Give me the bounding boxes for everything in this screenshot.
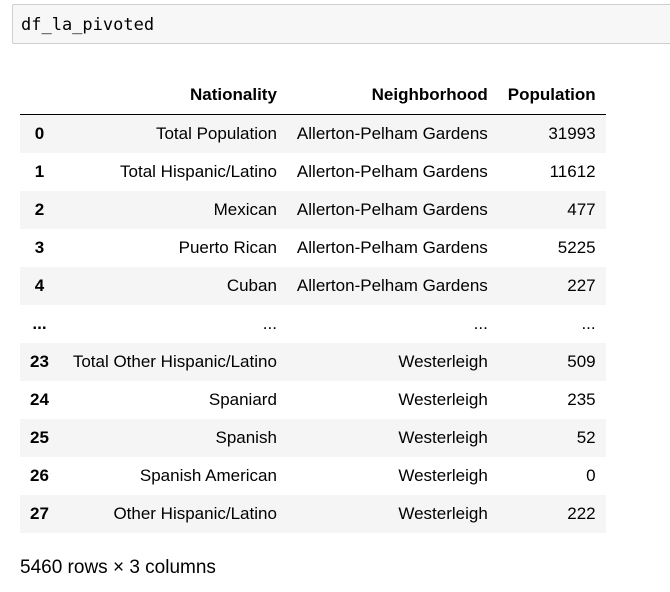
column-header-nationality: Nationality bbox=[58, 76, 287, 115]
table-row: 2 Mexican Allerton-Pelham Gardens 477 bbox=[20, 191, 606, 229]
cell-nationality: Spaniard bbox=[208, 390, 277, 409]
code-cell-input[interactable]: df_la_pivoted bbox=[12, 4, 670, 44]
table-row: 27 Other Hispanic/Latino Westerleigh 222 bbox=[20, 495, 606, 533]
cell-population: 235 bbox=[567, 390, 596, 409]
table-row: 4 Cuban Allerton-Pelham Gardens 227 bbox=[20, 267, 606, 305]
cell-population: 52 bbox=[576, 428, 596, 447]
cell-nationality: ... bbox=[262, 314, 277, 333]
cell-neighborhood: Westerleigh bbox=[398, 466, 488, 485]
dataframe-shape-caption: 5460 rows × 3 columns bbox=[20, 557, 216, 578]
cell-neighborhood: Allerton-Pelham Gardens bbox=[296, 124, 488, 143]
cell-population: 509 bbox=[567, 352, 596, 371]
table-row: 26 Spanish American Westerleigh 0 bbox=[20, 457, 606, 495]
table-header: Nationality Neighborhood Population bbox=[20, 76, 606, 115]
row-index: 24 bbox=[30, 390, 49, 409]
table-row: 1 Total Hispanic/Latino Allerton-Pelham Ga… bbox=[20, 153, 606, 191]
row-index: 27 bbox=[30, 504, 49, 523]
cell-nationality: Spanish bbox=[215, 428, 277, 447]
row-index: 2 bbox=[34, 200, 45, 219]
cell-nationality: Total Hispanic/Latino bbox=[120, 162, 277, 181]
row-index: 0 bbox=[34, 124, 45, 143]
cell-neighborhood: Westerleigh bbox=[398, 352, 488, 371]
table-row: 25 Spanish Westerleigh 52 bbox=[20, 419, 606, 457]
table-row: 23 Total Other Hispanic/Latino Westerleigh… bbox=[20, 343, 606, 381]
table-row: 3 Puerto Rican Allerton-Pelham Gardens 5225 bbox=[20, 229, 606, 267]
cell-neighborhood: ... bbox=[473, 314, 488, 333]
row-index: 23 bbox=[30, 352, 49, 371]
cell-nationality: Mexican bbox=[213, 200, 277, 219]
row-index: 3 bbox=[34, 238, 45, 257]
cell-population: 31993 bbox=[548, 124, 596, 143]
cell-nationality: Cuban bbox=[226, 276, 277, 295]
cell-population: ... bbox=[581, 314, 596, 333]
row-index: 1 bbox=[34, 162, 45, 181]
table-row: ............ bbox=[20, 305, 606, 343]
table-row: 24 Spaniard Westerleigh 235 bbox=[20, 381, 606, 419]
cell-nationality: Total Other Hispanic/Latino bbox=[72, 352, 277, 371]
column-header-population: Population bbox=[497, 76, 606, 115]
cell-neighborhood: Allerton-Pelham Gardens bbox=[296, 200, 488, 219]
cell-population: 11612 bbox=[549, 162, 596, 181]
column-header-neighborhood: Neighborhood bbox=[286, 76, 498, 115]
index-header bbox=[20, 76, 59, 115]
cell-nationality: Other Hispanic/Latino bbox=[113, 504, 277, 523]
row-index: 4 bbox=[34, 276, 45, 295]
cell-neighborhood: Westerleigh bbox=[398, 504, 488, 523]
cell-population: 227 bbox=[567, 276, 596, 295]
row-index: 26 bbox=[30, 466, 49, 485]
cell-neighborhood: Allerton-Pelham Gardens bbox=[296, 162, 488, 181]
cell-nationality: Puerto Rican bbox=[178, 238, 277, 257]
cell-population: 0 bbox=[586, 466, 596, 485]
cell-population: 477 bbox=[567, 200, 596, 219]
cell-neighborhood: Allerton-Pelham Gardens bbox=[296, 276, 488, 295]
cell-neighborhood: Westerleigh bbox=[398, 428, 488, 447]
row-index: 25 bbox=[30, 428, 49, 447]
table-row: 0 Total Population Allerton-Pelham Gardens… bbox=[20, 114, 606, 153]
cell-population: 5225 bbox=[557, 238, 596, 257]
cell-neighborhood: Allerton-Pelham Gardens bbox=[296, 238, 488, 257]
dataframe-table: Nationality Neighborhood Population 0 Tot… bbox=[20, 76, 606, 533]
cell-population: 222 bbox=[567, 504, 596, 523]
cell-neighborhood: Westerleigh bbox=[398, 390, 488, 409]
cell-nationality: Spanish American bbox=[139, 466, 277, 485]
cell-nationality: Total Population bbox=[155, 124, 277, 143]
header-row: Nationality Neighborhood Population bbox=[20, 76, 606, 115]
code-text: df_la_pivoted bbox=[21, 15, 155, 35]
table-body: 0 Total Population Allerton-Pelham Gardens… bbox=[20, 114, 606, 533]
row-index: ... bbox=[32, 314, 47, 333]
